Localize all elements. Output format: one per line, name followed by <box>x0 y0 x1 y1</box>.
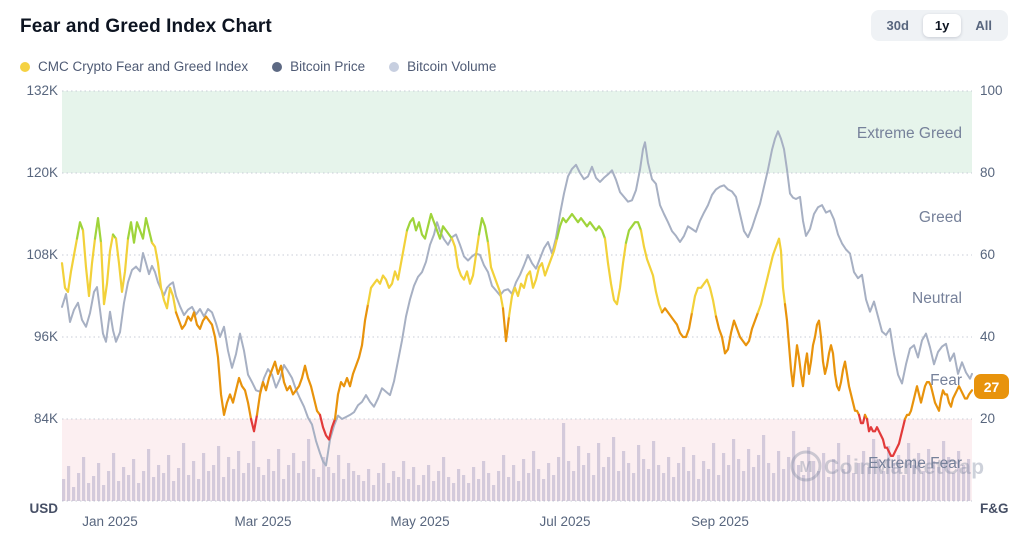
legend-item-0[interactable]: CMC Crypto Fear and Greed Index <box>20 59 248 74</box>
legend-label: Bitcoin Price <box>290 59 366 74</box>
zone-label-extreme-greed: Extreme Greed <box>857 125 962 142</box>
right-axis-tick: 40 <box>980 329 996 344</box>
left-axis-tick: 84K <box>33 411 58 426</box>
zone-label-neutral: Neutral <box>912 290 962 307</box>
x-axis-tick: May 2025 <box>390 514 450 529</box>
extreme-greed-band <box>62 91 972 173</box>
watermark-text: CoinMarketCap <box>824 456 985 479</box>
legend: CMC Crypto Fear and Greed Index Bitcoin P… <box>20 59 496 74</box>
fear-greed-line <box>60 212 974 457</box>
legend-label: Bitcoin Volume <box>407 59 497 74</box>
zone-label-greed: Greed <box>919 209 962 226</box>
legend-dot-icon <box>272 61 283 72</box>
x-axis-tick: Jan 2025 <box>82 514 138 529</box>
page-title: Fear and Greed Index Chart <box>20 16 272 37</box>
left-axis-unit: USD <box>29 501 58 516</box>
left-axis-tick: 132K <box>26 83 58 98</box>
zone-label-extreme-fear: Extreme Fear <box>868 455 962 472</box>
current-value-badge: 27 <box>974 374 1009 399</box>
range-button-1y[interactable]: 1y <box>922 14 962 37</box>
legend-dot-icon <box>389 61 400 72</box>
bitcoin-volume-bars <box>62 423 971 501</box>
left-axis-tick: 96K <box>33 329 58 344</box>
legend-dot-icon <box>20 61 30 72</box>
right-axis-tick: 60 <box>980 247 996 262</box>
legend-item-2[interactable]: Bitcoin Volume <box>389 59 496 74</box>
zone-label-fear: Fear <box>930 372 962 389</box>
right-axis-tick: 100 <box>980 83 1003 98</box>
legend-item-1[interactable]: Bitcoin Price <box>272 59 365 74</box>
right-axis-unit: F&G <box>980 501 1009 516</box>
bitcoin-price-line <box>61 130 973 467</box>
x-axis-tick: Mar 2025 <box>234 514 292 529</box>
x-axis-tick: Sep 2025 <box>691 514 749 529</box>
right-axis-tick: 80 <box>980 165 996 180</box>
zone-labels: Extreme Greed Greed Neutral Fear Extreme Fea… <box>857 125 962 472</box>
left-axis-tick: 120K <box>26 165 58 180</box>
left-axis-tick: 108K <box>26 247 58 262</box>
right-axis-tick: 20 <box>980 411 996 426</box>
x-axis-tick: Jul 2025 <box>539 514 591 529</box>
legend-label: CMC Crypto Fear and Greed Index <box>38 59 249 74</box>
range-button-all[interactable]: All <box>963 14 1004 37</box>
range-button-30d[interactable]: 30d <box>875 14 921 37</box>
watermark-logo-icon: M <box>799 459 812 476</box>
coinmarketcap-watermark: M CoinMarketCap <box>790 450 985 482</box>
range-selector: 30d 1y All <box>870 10 1008 41</box>
